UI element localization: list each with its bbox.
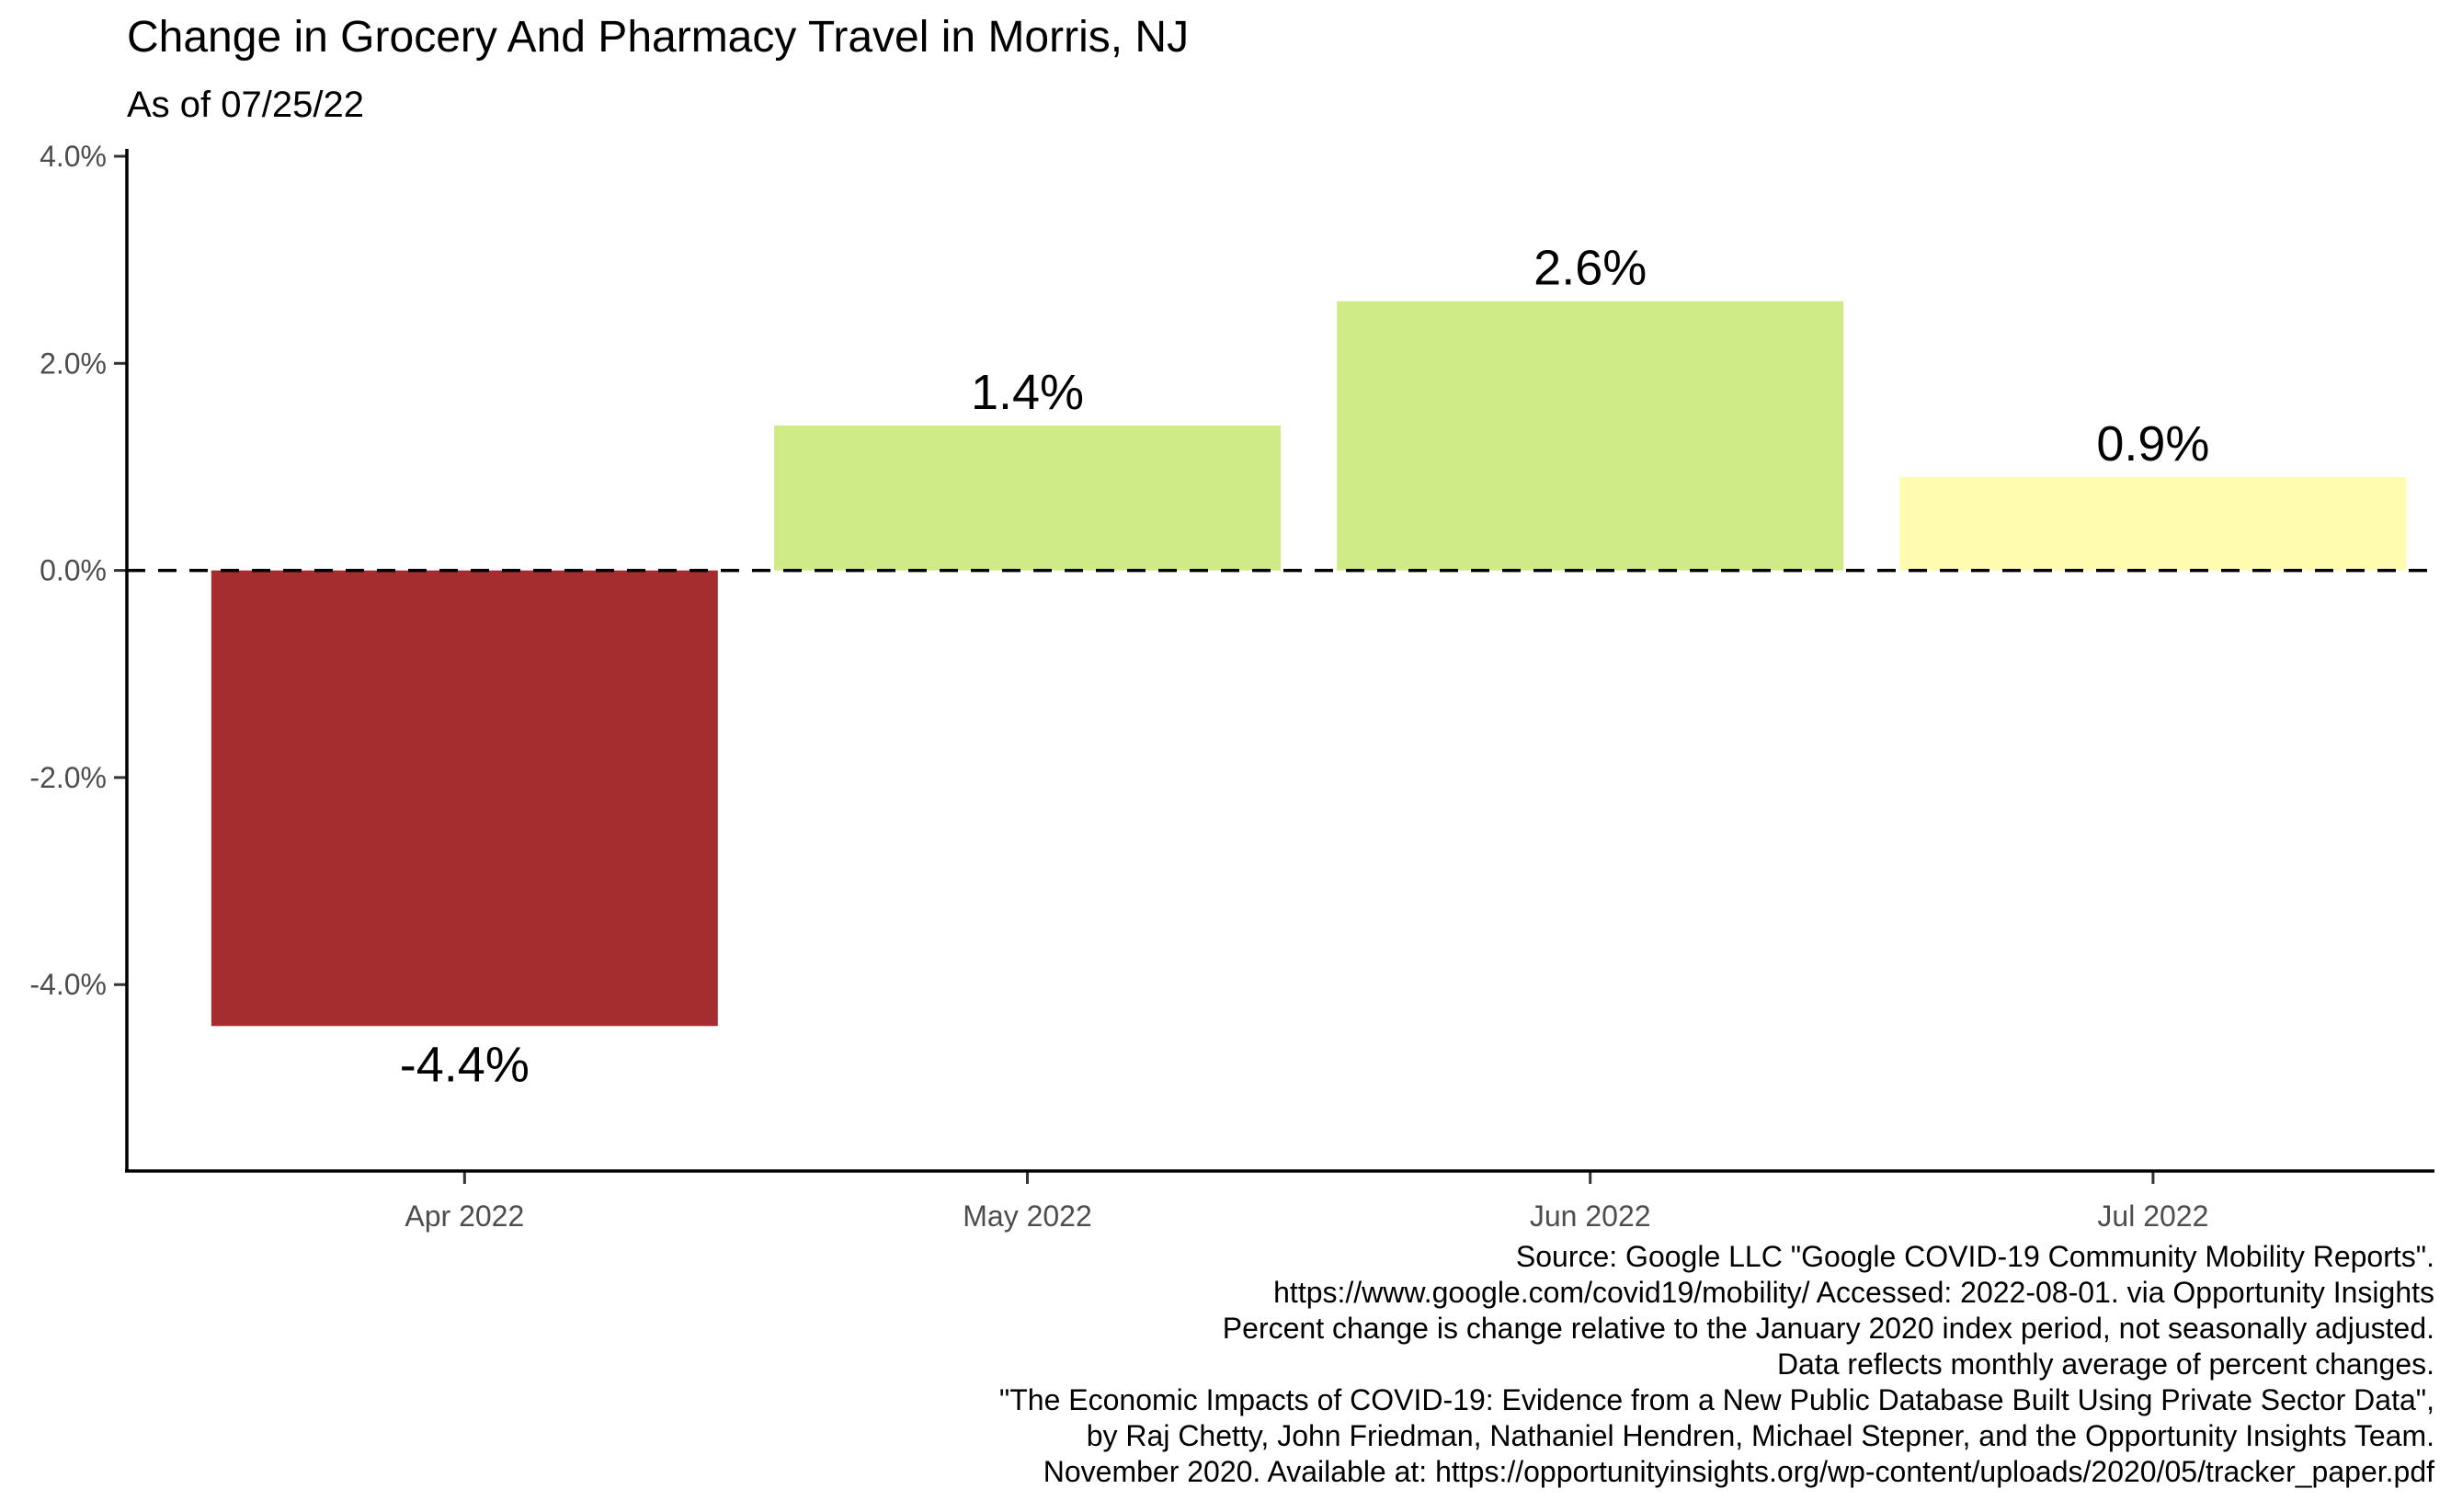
caption-line: Percent change is change relative to the… — [1223, 1312, 2434, 1345]
chart-subtitle: As of 07/25/22 — [127, 85, 364, 125]
caption-line: November 2020. Available at: https://opp… — [1043, 1455, 2434, 1488]
bar-may-2022 — [774, 425, 1281, 571]
caption-line: Data reflects monthly average of percent… — [1777, 1347, 2434, 1381]
y-tick-label: -4.0% — [29, 968, 107, 1001]
caption-line: by Raj Chetty, John Friedman, Nathaniel … — [1087, 1419, 2434, 1452]
caption-line: https://www.google.com/covid19/mobility/… — [1273, 1276, 2434, 1309]
data-label: 1.4% — [971, 365, 1084, 420]
caption-line: "The Economic Impacts of COVID-19: Evide… — [999, 1383, 2434, 1416]
y-tick-label: 4.0% — [40, 140, 107, 173]
bar-apr-2022 — [211, 570, 718, 1027]
caption-line: Source: Google LLC "Google COVID-19 Comm… — [1516, 1240, 2434, 1273]
chart-title: Change in Grocery And Pharmacy Travel in… — [127, 13, 1189, 62]
x-tick-label: Apr 2022 — [405, 1199, 524, 1233]
plot-area: -4.4% Apr 2022 1.4% May 2022 2.6% Jun 2022 0.9… — [29, 140, 2434, 1233]
y-tick-label: 2.0% — [40, 347, 107, 380]
data-label: -4.4% — [400, 1037, 530, 1092]
y-tick-label: 0.0% — [40, 554, 107, 587]
bar-jul-2022 — [1899, 477, 2407, 571]
x-tick-label: Jul 2022 — [2097, 1199, 2208, 1233]
y-tick-label: -2.0% — [29, 761, 107, 794]
data-label: 2.6% — [1533, 241, 1647, 296]
bar-jun-2022 — [1337, 301, 1844, 571]
x-tick-label: May 2022 — [963, 1199, 1092, 1233]
data-label: 0.9% — [2096, 416, 2209, 472]
x-tick-label: Jun 2022 — [1530, 1199, 1651, 1233]
caption: Source: Google LLC "Google COVID-19 Comm… — [999, 1240, 2434, 1488]
